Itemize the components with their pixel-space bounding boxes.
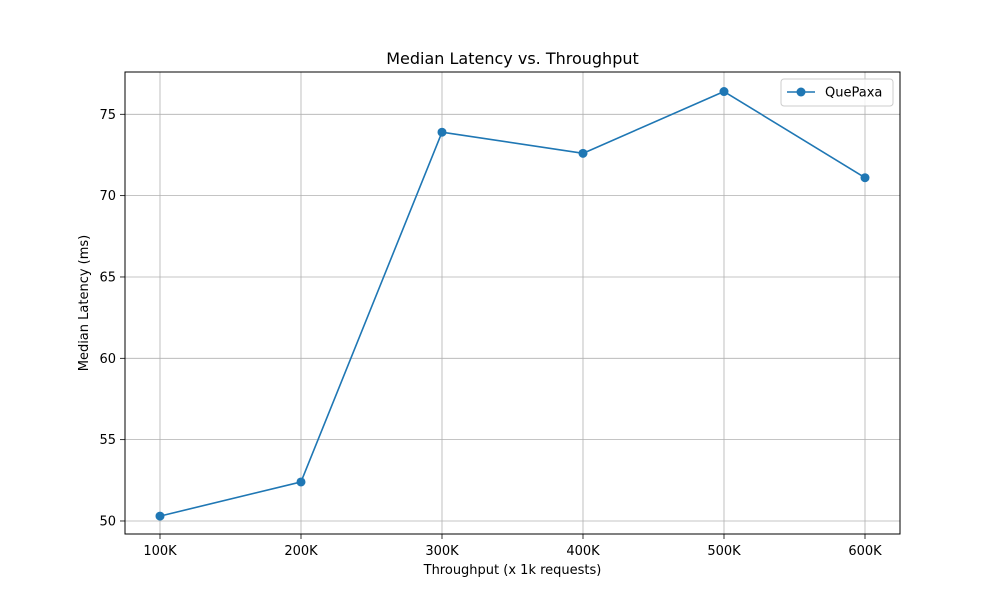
x-axis-label: Throughput (x 1k requests) [423, 563, 602, 578]
data-point [578, 148, 588, 158]
legend: QuePaxa [780, 78, 894, 107]
y-axis-label: Median Latency (ms) [77, 235, 92, 372]
y-tick-label: 50 [99, 514, 116, 529]
series-line [159, 90, 866, 517]
x-tick-label: 500K [707, 544, 741, 559]
x-tick-label: 200K [284, 544, 318, 559]
data-point [155, 511, 165, 521]
y-axis-ticks: 50 55 60 65 70 75 [99, 108, 125, 529]
legend-series-label: QuePaxa [825, 86, 882, 101]
series-layer [155, 87, 870, 521]
y-tick-label: 55 [99, 433, 116, 448]
data-point [860, 173, 870, 183]
legend-box [780, 78, 894, 107]
x-axis-ticks: 100K 200K 300K 400K 500K 600K [143, 534, 882, 559]
data-point [296, 477, 306, 487]
legend-marker-swatch [796, 87, 806, 97]
data-point [437, 127, 447, 137]
y-tick-label: 60 [99, 352, 116, 367]
plot-area-frame [124, 71, 901, 535]
y-tick-label: 65 [99, 270, 116, 285]
x-tick-label: 100K [143, 544, 177, 559]
data-point [719, 87, 729, 97]
x-tick-label: 300K [425, 544, 459, 559]
chart-title: Median Latency vs. Throughput [386, 49, 639, 68]
y-tick-label: 70 [99, 189, 116, 204]
grid-lines [125, 72, 900, 534]
x-tick-label: 400K [566, 544, 600, 559]
y-tick-label: 75 [99, 108, 116, 123]
x-tick-label: 600K [848, 544, 882, 559]
